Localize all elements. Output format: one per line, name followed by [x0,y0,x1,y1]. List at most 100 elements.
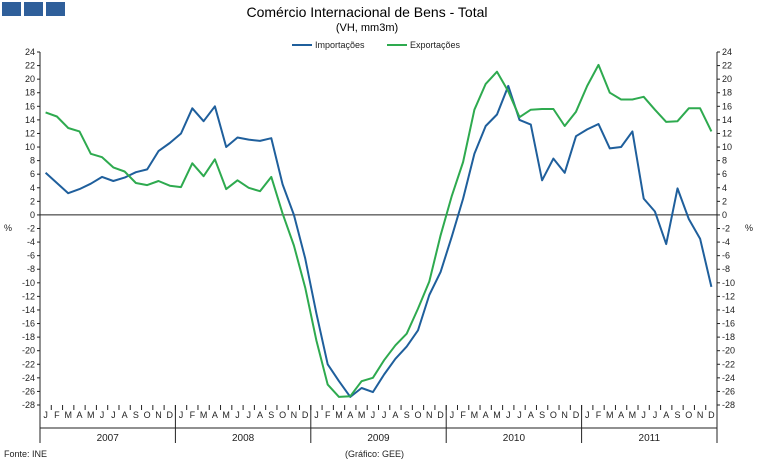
x-tick-label: D [573,410,580,420]
x-tick-label: N [426,410,433,420]
y-tick-label-left: -20 [22,346,35,356]
x-tick-label: A [347,410,353,420]
y-tick-label-left: -6 [27,251,35,261]
y-tick-label-left: -8 [27,264,35,274]
year-label: 2007 [97,433,120,444]
legend-label-exportacoes: Exportações [410,40,461,50]
year-label: 2009 [367,433,390,444]
x-tick-label: O [685,410,692,420]
x-tick-label: J [100,410,105,420]
year-label: 2011 [639,433,661,444]
y-tick-label-right: -4 [722,237,730,247]
y-tick-label-left: -28 [22,400,35,410]
y-tick-label-left: 20 [25,74,35,84]
y-tick-label-right: -10 [722,278,735,288]
y-tick-label-left: 4 [30,183,35,193]
y-tick-label-right: -20 [722,346,735,356]
x-tick-label: J [371,410,376,420]
x-tick-label: F [325,410,331,420]
y-tick-label-right: 14 [722,115,732,125]
x-tick-label: N [291,410,298,420]
y-tick-label-left: -18 [22,332,35,342]
x-tick-label: J [517,410,522,420]
series-line-importacoes [44,84,713,398]
y-tick-label-left: 16 [25,101,35,111]
y-tick-label-right: -26 [722,386,735,396]
x-tick-label: J [585,410,590,420]
y-tick-label-left: -2 [27,224,35,234]
y-tick-label-left: 12 [25,128,35,138]
y-tick-label-right: -12 [722,291,735,301]
x-tick-label: A [392,410,398,420]
x-tick-label: J [111,410,116,420]
x-tick-label: N [697,410,704,420]
legend-label-importacoes: Importações [315,40,365,50]
gee-logo [2,2,65,16]
y-tick-label-right: 12 [722,128,732,138]
x-tick-label: F [596,410,602,420]
x-tick-label: J [641,410,646,420]
logo-block [24,2,43,16]
y-tick-label-left: 2 [30,196,35,206]
x-tick-label: A [528,410,534,420]
y-tick-label-left: -4 [27,237,35,247]
y-tick-label-left: 14 [25,115,35,125]
y-tick-label-right: 10 [722,142,732,152]
y-tick-label-right: -28 [722,400,735,410]
y-tick-label-left: 18 [25,88,35,98]
x-tick-label: J [314,410,319,420]
y-tick-label-right: -24 [722,373,735,383]
x-tick-label: M [606,410,614,420]
source-note: Fonte: INE [4,449,47,459]
y-axis-label-right: % [745,223,753,233]
x-tick-label: S [675,410,681,420]
x-tick-label: A [618,410,624,420]
x-tick-label: O [279,410,286,420]
legend: Importações Exportações [292,40,461,50]
y-tick-label-right: 6 [722,169,727,179]
y-tick-label-left: -14 [22,305,35,315]
x-tick-label: O [144,410,151,420]
x-tick-label: M [471,410,479,420]
y-tick-label-left: 0 [30,210,35,220]
chart-title: Comércio Internacional de Bens - Total [247,4,488,20]
x-tick-label: D [167,410,174,420]
y-tick-label-left: -10 [22,278,35,288]
logo-block [2,2,21,16]
y-tick-label-right: 8 [722,156,727,166]
x-tick-label: A [212,410,218,420]
y-axis-label-left: % [4,223,12,233]
x-tick-label: S [539,410,545,420]
x-tick-label: D [302,410,309,420]
y-tick-label-right: -6 [722,251,730,261]
x-tick-label: J [43,410,48,420]
y-tick-label-right: -18 [722,332,735,342]
x-tick-label: N [155,410,162,420]
x-tick-label: A [483,410,489,420]
y-tick-label-right: 4 [722,183,727,193]
y-tick-label-left: 8 [30,156,35,166]
x-tick-label: M [87,410,95,420]
x-tick-label: O [414,410,421,420]
y-tick-label-right: 22 [722,61,732,71]
x-tick-label: S [133,410,139,420]
y-tick-label-right: 2 [722,196,727,206]
x-tick-label: A [122,410,128,420]
y-tick-label-left: 24 [25,47,35,57]
credit-note: (Gráfico: GEE) [345,449,404,459]
y-tick-label-right: 18 [722,88,732,98]
y-tick-label-left: 10 [25,142,35,152]
x-tick-label: D [437,410,444,420]
x-tick-label: O [550,410,557,420]
logo-block [46,2,65,16]
y-tick-label-left: -16 [22,319,35,329]
y-tick-label-left: -22 [22,359,35,369]
x-tick-label: S [404,410,410,420]
x-tick-label: F [190,410,196,420]
x-tick-label: M [200,410,208,420]
y-tick-label-left: -26 [22,386,35,396]
x-tick-label: J [450,410,455,420]
series-layer [44,63,713,398]
year-label: 2008 [232,433,255,444]
